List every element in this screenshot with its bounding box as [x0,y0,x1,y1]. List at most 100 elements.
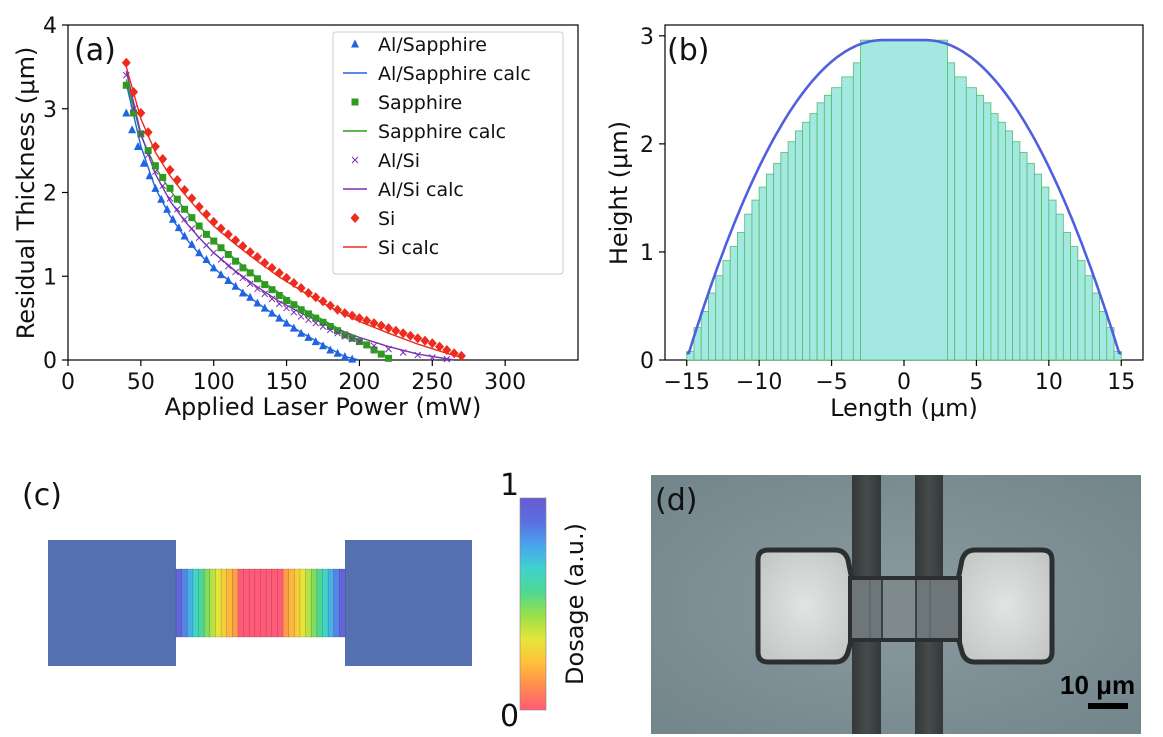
histogram-bar [765,173,775,361]
data-point [351,156,359,164]
data-point [305,316,312,324]
data-point [398,328,408,339]
data-point [172,174,182,185]
dosage-stripe [339,568,346,638]
data-point [188,225,196,232]
data-point [348,354,357,363]
data-point [188,214,196,222]
x-tick-label: 0 [61,370,75,395]
data-point [268,286,276,294]
dosage-stripe [260,568,267,638]
data-point [187,239,196,248]
data-point [157,194,166,203]
data-point [296,282,306,293]
data-point [268,308,276,317]
data-point [224,275,233,284]
data-point [246,280,254,288]
data-point [334,329,341,337]
data-point [201,209,211,220]
histogram-bar [852,62,861,361]
dosage-stripe [209,568,216,638]
panel-d-label: (d) [655,483,697,518]
dosage-stripe [288,568,295,638]
data-point [253,298,262,307]
histogram-bar [722,260,731,361]
data-point [333,348,342,357]
y-tick-label: 2 [43,182,57,207]
data-point [385,354,393,362]
histogram-bar [954,76,967,361]
dosage-stripe [254,568,262,638]
histogram-bar [965,87,977,361]
data-point [356,338,363,345]
data-point [442,344,452,355]
data-point [260,257,270,268]
panel-a-legend [332,31,564,275]
data-point [202,255,211,263]
bridge-center [882,580,916,638]
data-point [267,262,277,273]
data-point [341,331,349,339]
data-point [369,318,379,329]
histogram-bar [1091,292,1100,361]
dosage-stripe [265,568,273,638]
histogram-bar [823,94,832,361]
panel-c-label: (c) [22,478,62,513]
data-point [165,164,175,175]
data-point [297,313,305,320]
x-tick-label: 250 [411,370,453,395]
data-point [456,350,466,361]
data-point [159,182,167,190]
data-point [122,81,130,89]
histogram-bar [1033,173,1043,361]
histogram-bar [990,113,999,361]
data-point [341,333,349,340]
data-point [414,351,422,359]
histogram-bar [831,87,843,361]
histogram-bar [841,76,854,361]
data-point [326,326,334,334]
data-point [297,306,305,314]
data-point [195,248,204,257]
histogram-bar [1099,310,1108,361]
data-point [224,262,232,270]
data-point [325,300,335,311]
data-point [282,318,291,327]
data-point [231,235,241,246]
data-point [139,158,148,167]
data-point [252,251,262,262]
data-point [143,127,153,138]
data-point [253,275,261,283]
dosage-stripe [215,568,222,638]
data-point [180,231,189,240]
data-point [137,130,145,138]
dosage-stripe [322,568,329,638]
data-point [289,323,298,332]
data-point [312,314,320,322]
histogram-bar [860,39,948,361]
data-point [274,267,284,278]
data-point [180,184,190,195]
data-point [122,71,130,79]
panel-a-label: (a) [74,33,116,68]
histogram-bar [947,62,956,361]
colorbar [519,497,547,711]
histogram-bar [737,232,746,361]
legend-entry: Sapphire calc [378,121,506,143]
histogram-bar [751,199,760,361]
x-tick-label: −15 [664,370,710,395]
y-tick-label: 4 [43,14,57,39]
y-tick-label: 0 [43,349,57,374]
data-point [217,256,225,263]
data-point [261,290,269,298]
y-tick-label: 1 [640,241,654,266]
x-tick-label: 0 [897,370,911,395]
dosage-stripe [248,568,256,638]
data-point [150,141,160,152]
data-point [289,277,299,288]
legend-entry: Al/Sapphire calc [378,63,531,85]
data-point [319,323,327,330]
data-point [181,205,189,213]
data-point [159,173,167,181]
